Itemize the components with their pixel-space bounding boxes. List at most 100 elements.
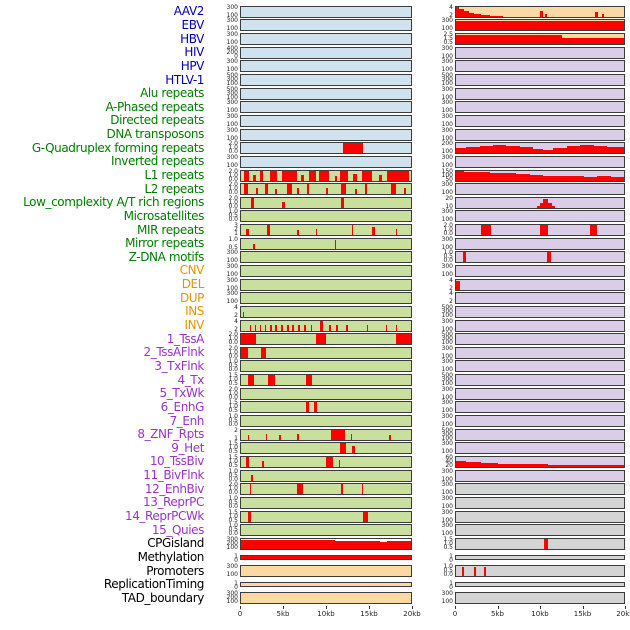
y-tick-label: 0.0 <box>228 530 238 538</box>
y-axis-ticks: 300 100 <box>412 523 455 537</box>
y-tick-label: 0.5 <box>443 253 453 261</box>
y-tick-label: 100 <box>441 421 453 429</box>
signal-segment <box>489 15 504 17</box>
x-tick-label: 10kb <box>317 610 335 619</box>
signal-segment <box>351 225 354 236</box>
signal-segment <box>303 324 306 331</box>
track-label: HBV <box>180 31 204 46</box>
track-panel-right <box>455 60 625 73</box>
track-label: 14_ReprPCWk <box>124 509 204 524</box>
y-tick-label: 300 <box>441 317 453 325</box>
track-panel-left <box>240 455 412 468</box>
y-axis-ticks: 300 100 <box>412 495 455 509</box>
y-axis-ticks: 300 100 <box>207 263 240 277</box>
y-tick-label: 300 <box>441 126 453 134</box>
track-panel-left <box>240 5 412 18</box>
track-panel-right <box>455 565 625 578</box>
y-axis-ticks: 300 100 <box>412 126 455 142</box>
y-axis-ticks: 300 100 <box>412 209 455 223</box>
track-panel-left <box>240 74 412 87</box>
signal-segment <box>456 147 467 154</box>
track-label: 11_BivFlnk <box>143 468 204 483</box>
y-tick-label: 100 <box>226 120 238 128</box>
signal-segment <box>395 324 398 331</box>
y-axis-ticks: 300 100 <box>412 45 455 59</box>
y-tick-label: 300 <box>441 17 453 25</box>
y-tick-label: 100 <box>441 325 453 333</box>
track-label: G-Quadruplex forming repeats <box>31 140 205 155</box>
y-axis-ticks: 500 300 100 <box>412 373 455 387</box>
signal-segment <box>307 184 309 195</box>
y-tick-label: 0 <box>234 556 238 564</box>
y-tick-label: 300 <box>441 58 453 66</box>
y-tick-label: 4 <box>449 3 453 11</box>
y-tick-label: 1.0 <box>443 563 453 571</box>
y-axis-ticks: 150 100 50 <box>412 168 455 182</box>
track-panel-left <box>240 210 412 223</box>
signal-segment <box>297 433 299 440</box>
y-axis-ticks: 300 100 <box>412 86 455 100</box>
y-tick-label: 300 <box>226 89 238 97</box>
track-panel-right <box>455 401 625 414</box>
y-tick-label: 100 <box>226 598 238 606</box>
y-tick-label: 2 <box>449 284 453 292</box>
signal-segment <box>466 462 482 467</box>
y-tick-label: 100 <box>226 93 238 101</box>
y-axis-ticks: 2.0 1.0 0.0 <box>207 168 240 182</box>
y-tick-label: 300 <box>226 563 238 571</box>
track-label: L2 repeats <box>144 181 205 196</box>
track-label: Methylation <box>137 549 205 564</box>
y-tick-label: 0.0 <box>228 475 238 483</box>
y-tick-label: 300 <box>226 99 238 107</box>
signal-segment <box>326 188 328 195</box>
y-axis-ticks: 500 300 100 <box>412 304 455 318</box>
y-tick-label: 1.0 <box>228 512 238 520</box>
track-panel-right <box>455 428 625 441</box>
y-tick-label: 100 <box>226 66 238 74</box>
track-panel-right <box>455 5 625 18</box>
y-tick-label: 100 <box>441 148 453 156</box>
signal-segment <box>479 145 493 154</box>
y-tick-label: 100 <box>226 11 238 19</box>
y-axis-ticks: 300 100 <box>412 400 455 414</box>
signal-segment <box>341 184 347 195</box>
track-row: A-Phased repeats 300 100 300 100 <box>2 100 630 114</box>
y-axis-ticks: 300 100 <box>412 414 455 429</box>
y-tick-label: 1.0 <box>228 171 238 179</box>
signal-segment <box>543 198 549 208</box>
y-tick-label: 100 <box>441 134 453 142</box>
y-axis-ticks: 300 100 <box>207 250 240 264</box>
y-axis-ticks: 500 300 100 <box>412 427 455 441</box>
y-axis-ticks: 400 200 0 <box>207 44 240 59</box>
y-tick-label: 300 <box>441 307 453 315</box>
y-tick-label: 1 <box>234 580 238 588</box>
x-axis-spacer <box>2 606 240 621</box>
y-tick-label: 0.5 <box>228 407 238 415</box>
y-tick-label: 0.5 <box>228 212 238 220</box>
track-panel-left <box>240 374 412 387</box>
track-panel-right <box>455 33 625 46</box>
signal-segment <box>476 172 490 181</box>
signal-segment <box>540 202 544 208</box>
signal-segment <box>395 229 398 236</box>
track-panel-right <box>455 224 625 237</box>
y-tick-label: 300 <box>441 262 453 270</box>
y-tick-label: 1.0 <box>228 389 238 397</box>
track-row: 2_TssAFlnk 2.0 1.0 0.0 300 100 <box>2 345 630 360</box>
signal-segment <box>286 184 292 195</box>
y-tick-label: 0.5 <box>228 417 238 425</box>
track-label: Microsatellites <box>123 208 205 223</box>
y-tick-label: 400 <box>226 44 238 52</box>
y-tick-label: 100 <box>441 475 453 483</box>
signal-segment <box>354 189 357 195</box>
track-panel-right <box>455 46 625 59</box>
y-tick-label: 20 <box>445 194 453 202</box>
y-axis-ticks: 300 100 <box>412 359 455 373</box>
signal-segment <box>536 205 540 208</box>
track-label: 1_TssA <box>166 331 205 346</box>
y-axis-ticks: 1.0 0.5 0.0 <box>207 495 240 509</box>
y-axis-ticks: 300 100 <box>207 32 240 46</box>
y-tick-label: 1.0 <box>228 348 238 356</box>
y-tick-label: 2.0 <box>228 181 238 189</box>
